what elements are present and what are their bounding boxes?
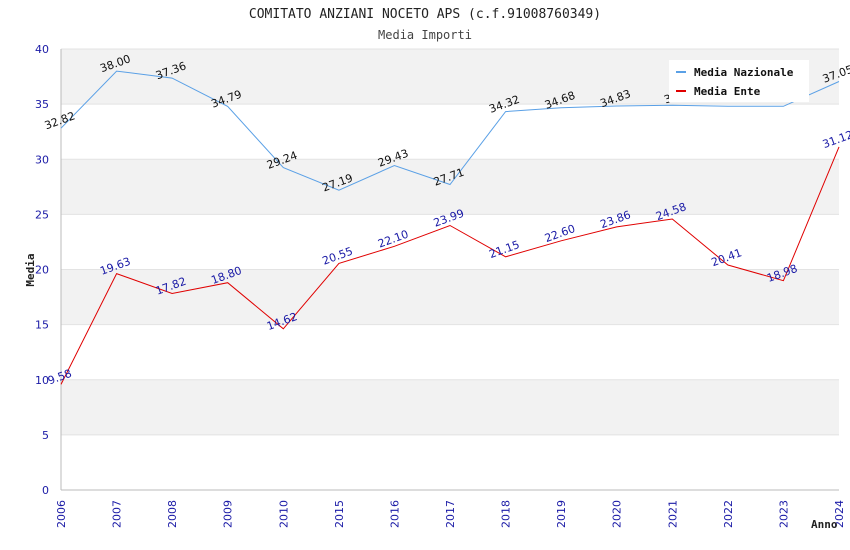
x-tick-label: 2021 <box>666 500 679 528</box>
axes <box>60 49 839 491</box>
series-line-1 <box>60 70 840 191</box>
y-tick-label: 40 <box>35 43 49 56</box>
y-tick-label: 35 <box>35 98 49 111</box>
x-tick-label: 2010 <box>277 500 290 528</box>
data-label: 31.12 <box>821 128 850 151</box>
y-tick-label: 25 <box>35 208 49 221</box>
chart-title: COMITATO ANZIANI NOCETO APS (c.f.9100876… <box>249 7 601 22</box>
y-tick-label: 0 <box>42 484 49 497</box>
grid-bands <box>61 49 839 435</box>
x-tick-label: 2006 <box>55 500 68 528</box>
legend-entry: Media Ente <box>694 85 761 98</box>
x-tick-label: 2020 <box>611 500 624 528</box>
y-tick-label: 15 <box>35 319 49 332</box>
grid-band <box>61 269 839 325</box>
x-tick-label: 2015 <box>333 500 346 528</box>
series-line-2 <box>60 146 840 385</box>
x-tick-label: 2017 <box>444 500 457 528</box>
x-tick-label: 2008 <box>166 500 179 528</box>
x-tick-label: 2024 <box>833 500 846 528</box>
x-tick-label: 2019 <box>555 500 568 528</box>
x-tick-label: 2016 <box>388 500 401 528</box>
y-axis-ticks: 0 5 10 15 20 25 30 35 40 <box>35 43 49 497</box>
y-axis-label: Media <box>24 253 37 286</box>
grid-band <box>61 159 839 215</box>
x-axis-label: Anno <box>811 518 838 531</box>
data-label: 21.15 <box>487 238 521 261</box>
x-tick-label: 2023 <box>777 500 790 528</box>
series-lines <box>60 70 840 385</box>
x-tick-label: 2022 <box>722 500 735 528</box>
x-tick-label: 2018 <box>500 500 513 528</box>
y-tick-label: 10 <box>35 374 49 387</box>
data-label: 20.41 <box>710 246 744 269</box>
data-label: 32.82 <box>43 109 77 132</box>
y-tick-label: 30 <box>35 153 49 166</box>
x-tick-label: 2007 <box>111 500 124 528</box>
x-tick-label: 2009 <box>222 500 235 528</box>
grid-band <box>61 379 839 435</box>
y-tick-label: 5 <box>42 429 49 442</box>
legend: Media Nazionale Media Ente <box>669 60 809 102</box>
legend-box <box>669 60 809 102</box>
grid-lines <box>61 48 839 491</box>
y-tick-label: 20 <box>35 264 49 277</box>
x-axis-ticks: 2006 2007 2008 2009 2010 2015 2016 2017 2018 2019… <box>55 500 846 528</box>
chart-subtitle: Media Importi <box>378 28 472 42</box>
legend-entry: Media Nazionale <box>694 66 794 79</box>
